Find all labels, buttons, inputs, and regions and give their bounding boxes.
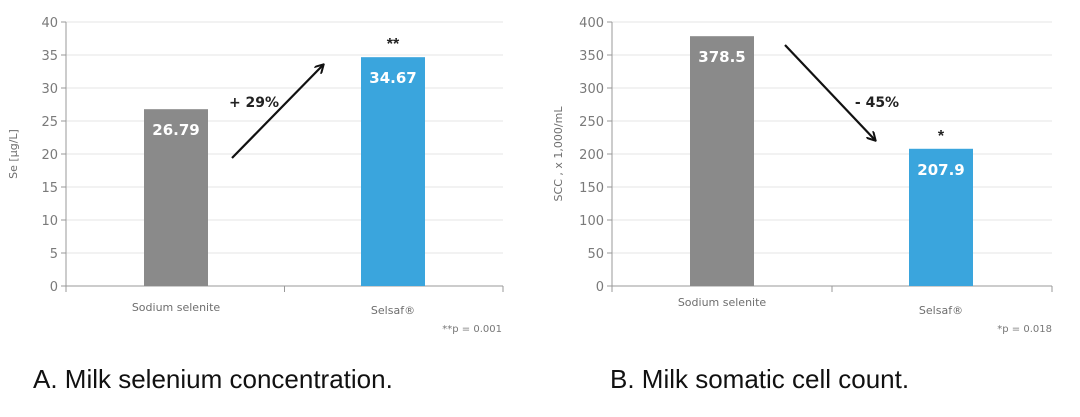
- bar-value-label: 378.5: [698, 48, 745, 66]
- percent-change-label: + 29%: [229, 95, 279, 111]
- y-tick-label: 50: [587, 247, 604, 262]
- p-value-note: **p = 0.001: [442, 324, 502, 335]
- y-tick-label: 250: [579, 115, 604, 130]
- chart-a-svg: 0 5 10 15 20 25 30 35 40 Se [µg/L] 26.79 Sodium sel…: [7, 16, 504, 335]
- y-tick-label: 10: [41, 214, 58, 229]
- y-tick-label: 30: [41, 82, 58, 97]
- trend-arrow: [784, 44, 875, 140]
- chart-panel-b: 0 50 100 150 200 250 300 350 400 SCC , x 1,000/mL…: [540, 0, 1080, 417]
- x-category-label: Sodium selenite: [678, 296, 767, 309]
- bar: [690, 36, 754, 286]
- chart-panel-a: 0 5 10 15 20 25 30 35 40 Se [µg/L] 26.79 Sodium sel…: [0, 0, 530, 417]
- percent-change-label: - 45%: [855, 95, 899, 111]
- bar-value-label: 34.67: [369, 69, 416, 87]
- y-tick-label: 5: [50, 247, 58, 262]
- y-tick-label: 400: [579, 16, 604, 31]
- bar: [144, 109, 208, 286]
- y-tick-label: 300: [579, 82, 604, 97]
- bar-value-label: 26.79: [152, 121, 199, 139]
- significance-marker: **: [387, 36, 400, 53]
- y-tick-label: 100: [579, 214, 604, 229]
- y-tick-label: 150: [579, 181, 604, 196]
- y-tick-label: 20: [41, 148, 58, 163]
- bar-value-label: 207.9: [917, 161, 964, 179]
- y-axis-label: Se [µg/L]: [7, 129, 20, 179]
- x-category-label: Selsaf®: [919, 304, 963, 317]
- x-category-label: Sodium selenite: [132, 301, 221, 314]
- p-value-note: *p = 0.018: [997, 324, 1052, 335]
- y-tick-label: 35: [41, 49, 58, 64]
- chart-b-caption: B. Milk somatic cell count.: [610, 364, 910, 394]
- chart-b-svg: 0 50 100 150 200 250 300 350 400 SCC , x 1,000/mL…: [552, 16, 1053, 335]
- chart-a-caption: A. Milk selenium concentration.: [33, 364, 393, 394]
- significance-marker: *: [938, 128, 945, 145]
- bar: [909, 148, 973, 286]
- y-tick-label: 350: [579, 49, 604, 64]
- y-tick-label: 40: [41, 16, 58, 31]
- y-tick-label: 0: [50, 280, 58, 295]
- x-category-label: Selsaf®: [371, 304, 415, 317]
- y-tick-label: 15: [41, 181, 58, 196]
- trend-arrow: [231, 65, 323, 159]
- bar: [361, 57, 425, 286]
- y-axis-label: SCC , x 1,000/mL: [552, 106, 565, 202]
- y-tick-label: 200: [579, 148, 604, 163]
- y-tick-label: 25: [41, 115, 58, 130]
- y-tick-label: 0: [596, 280, 604, 295]
